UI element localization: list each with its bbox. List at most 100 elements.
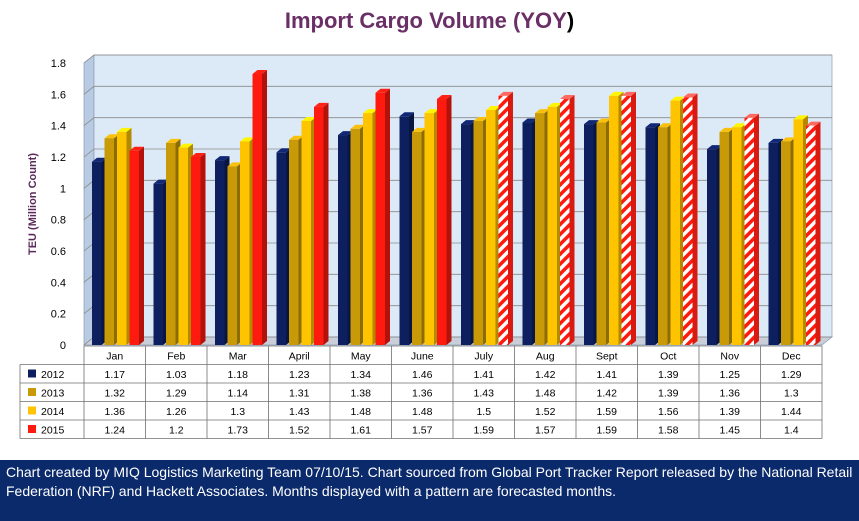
bar-2015-July xyxy=(498,95,508,346)
bar-2014-May xyxy=(363,113,373,345)
bar-top-2013-Aug xyxy=(535,109,550,114)
y-tick-label: 1.4 xyxy=(51,121,66,133)
y-tick-label: 1 xyxy=(60,183,66,195)
y-tick-label: 0.6 xyxy=(51,246,66,258)
bar-2012-Nov xyxy=(707,149,717,345)
bar-top-2013-May xyxy=(350,124,365,129)
bar-2014-Oct xyxy=(670,100,680,345)
y-tick-label: 1.8 xyxy=(51,58,66,70)
bar-top-2012-July xyxy=(461,120,476,125)
data-table: Jan Feb Mar April May June July Aug Sept Oct Nov De… xyxy=(19,345,823,439)
bar-2012-April xyxy=(276,152,286,345)
bar-top-2014-Dec xyxy=(793,115,808,120)
footer-note-text: Chart created by MIQ Logistics Marketing… xyxy=(6,464,853,499)
bar-2012-July xyxy=(461,124,471,345)
bar-2015-Feb xyxy=(191,157,201,345)
bar-top-2014-June xyxy=(424,109,439,114)
bar-top-2013-April xyxy=(289,135,304,140)
table-cell-2015: 1.24 xyxy=(105,425,126,437)
bar-2013-June xyxy=(412,131,422,345)
table-cell-2012: 1.34 xyxy=(351,369,372,381)
legend-label-2012: 2012 xyxy=(41,369,65,381)
bar-top-2012-Aug xyxy=(522,118,537,123)
bar-side-2015-Oct xyxy=(692,93,698,345)
bar-side-2015-Nov xyxy=(754,113,759,345)
bar-top-2014-Jan xyxy=(117,127,132,132)
bar-side-2015-Aug xyxy=(569,95,575,346)
bar-2015-Oct xyxy=(683,97,693,345)
bar-top-2014-Sept xyxy=(609,91,624,96)
bar-2015-June xyxy=(437,99,447,346)
table-cell-2014: 1.48 xyxy=(351,406,372,418)
bar-2015-April xyxy=(314,106,324,345)
bar-2015-Sept xyxy=(621,95,631,346)
bars-layer xyxy=(92,69,821,346)
chart-title: Import Cargo Volume (YOY) xyxy=(0,8,859,34)
bar-2013-May xyxy=(350,128,360,345)
table-cell-2014: 1.56 xyxy=(658,406,679,418)
table-cell-2015: 1.4 xyxy=(784,425,799,437)
table-cell-2014: 1.3 xyxy=(230,406,245,418)
bar-2013-Aug xyxy=(535,113,545,345)
bar-top-2014-Nov xyxy=(732,123,747,128)
bar-side-2015-June xyxy=(446,95,452,346)
table-cell-2015: 1.45 xyxy=(720,425,741,437)
table-cell-2015: 1.59 xyxy=(597,425,618,437)
bar-top-2015-Sept xyxy=(621,91,636,96)
bar-2015-Dec xyxy=(806,125,816,346)
bar-top-2013-Mar xyxy=(227,162,242,167)
x-tick-label: Dec xyxy=(782,351,801,363)
bar-top-2015-July xyxy=(498,91,513,96)
bar-top-2014-Feb xyxy=(178,143,193,148)
x-tick-label: Jan xyxy=(106,351,123,363)
table-cell-2012: 1.29 xyxy=(781,369,802,381)
legend-swatch-2015 xyxy=(28,425,36,433)
bar-top-2013-Sept xyxy=(596,118,611,123)
bar-top-2012-April xyxy=(276,148,291,153)
bar-top-2012-Feb xyxy=(153,179,168,184)
y-tick-label: 0.2 xyxy=(51,309,66,321)
bar-top-2015-Nov xyxy=(744,113,759,118)
bar-top-2014-Mar xyxy=(240,137,255,142)
x-tick-label: May xyxy=(351,351,372,363)
table-cell-2015: 1.57 xyxy=(412,425,433,437)
bar-top-2015-Oct xyxy=(683,93,698,98)
bar-top-2013-Dec xyxy=(781,137,796,142)
bar-top-2015-April xyxy=(314,102,329,107)
bar-top-2014-Aug xyxy=(547,102,562,107)
bar-top-2015-June xyxy=(437,95,452,100)
bar-side-2015-Jan xyxy=(139,146,144,345)
table-cell-2012: 1.41 xyxy=(597,369,618,381)
gridline xyxy=(83,117,832,126)
table-cell-2012: 1.41 xyxy=(474,369,495,381)
table-cell-2013: 1.36 xyxy=(720,388,741,400)
bar-top-2014-Oct xyxy=(670,96,685,101)
bar-2012-Aug xyxy=(522,122,532,346)
bar-side-2015-July xyxy=(508,91,513,346)
table-cell-2012: 1.18 xyxy=(228,369,249,381)
bar-2015-Jan xyxy=(129,150,139,345)
table-cell-2013: 1.29 xyxy=(166,388,187,400)
data-table-grid xyxy=(19,345,823,439)
table-cell-2012: 1.17 xyxy=(105,369,126,381)
bar-2013-April xyxy=(289,139,299,345)
table-cell-2014: 1.26 xyxy=(166,406,187,418)
legend-label-2014: 2014 xyxy=(41,406,65,418)
table-cell-2014: 1.43 xyxy=(289,406,310,418)
axis-layer: 0 0.2 0.4 0.6 0.8 1 1.2 1.4 1.6 1.8 TEU (Million C… xyxy=(27,58,66,352)
x-tick-label: Mar xyxy=(229,351,248,363)
bar-2012-Mar xyxy=(215,160,225,345)
x-tick-label: April xyxy=(289,351,310,363)
bar-top-2015-May xyxy=(375,88,390,93)
table-cell-2015: 1.73 xyxy=(228,425,249,437)
table-cell-2012: 1.46 xyxy=(412,369,433,381)
table-cell-2014: 1.52 xyxy=(535,406,556,418)
y-tick-label: 1.2 xyxy=(51,152,66,164)
legend-swatch-2012 xyxy=(28,369,36,378)
table-cell-2015: 1.61 xyxy=(351,425,372,437)
x-tick-label: Oct xyxy=(660,351,676,363)
bar-top-2015-Jan xyxy=(129,146,144,151)
bar-top-2012-Nov xyxy=(707,145,722,150)
bar-2012-Dec xyxy=(768,142,778,345)
bar-top-2013-Oct xyxy=(658,123,673,128)
